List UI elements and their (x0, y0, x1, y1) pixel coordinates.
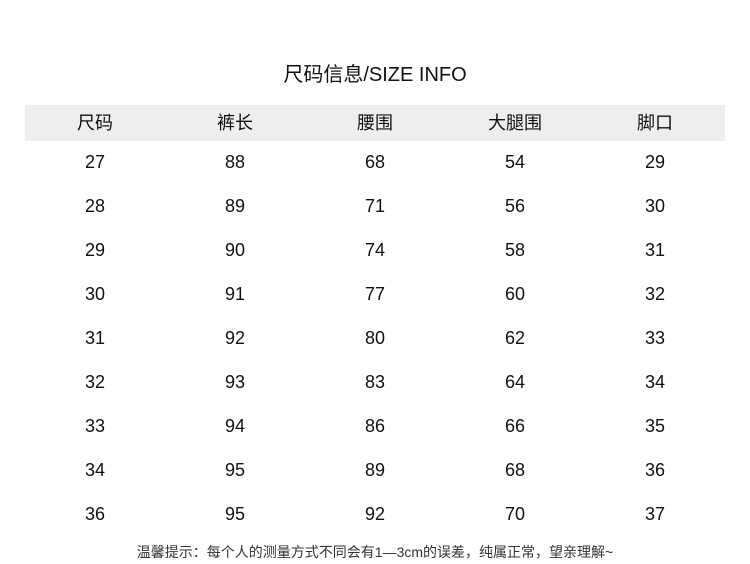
table-row: 36 95 92 70 37 (25, 493, 725, 537)
table-row: 31 92 80 62 33 (25, 317, 725, 361)
table-cell: 37 (644, 504, 666, 524)
table-cell: 54 (504, 152, 526, 172)
table-cell: 74 (364, 240, 386, 260)
table-cell: 34 (84, 460, 106, 480)
table-cell: 36 (84, 504, 106, 524)
table-cell: 89 (224, 196, 246, 216)
table-cell: 31 (644, 240, 666, 260)
header-hem: 脚口 (637, 113, 673, 133)
table-cell: 95 (224, 504, 246, 524)
table-cell: 27 (84, 152, 106, 172)
table-cell: 88 (224, 152, 246, 172)
table-cell: 30 (84, 284, 106, 304)
table-cell: 90 (224, 240, 246, 260)
size-note: 温馨提示：每个人的测量方式不同会有1—3cm的误差，纯属正常，望亲理解~ (136, 544, 614, 560)
table-cell: 66 (504, 416, 526, 436)
table-cell: 86 (364, 416, 386, 436)
table-cell: 68 (504, 460, 526, 480)
table-cell: 95 (224, 460, 246, 480)
table-cell: 91 (224, 284, 246, 304)
table-cell: 28 (84, 196, 106, 216)
table-cell: 92 (224, 328, 246, 348)
table-cell: 56 (504, 196, 526, 216)
table-cell: 35 (644, 416, 666, 436)
table-cell: 68 (364, 152, 386, 172)
table-cell: 64 (504, 372, 526, 392)
table-cell: 93 (224, 372, 246, 392)
header-length: 裤长 (217, 113, 253, 133)
table-cell: 83 (364, 372, 386, 392)
table-cell: 71 (364, 196, 386, 216)
header-waist: 腰围 (357, 113, 393, 133)
table-cell: 33 (644, 328, 666, 348)
table-cell: 32 (84, 372, 106, 392)
table-body: 27 88 68 54 29 28 89 71 56 30 29 90 74 58 31 30 91 77 60 32… (25, 141, 725, 537)
table-row: 32 93 83 64 34 (25, 361, 725, 405)
table-cell: 62 (504, 328, 526, 348)
table-cell: 77 (364, 284, 386, 304)
table-cell: 34 (644, 372, 666, 392)
table-row: 30 91 77 60 32 (25, 273, 725, 317)
page-title: 尺码信息/SIZE INFO (283, 64, 467, 86)
table-cell: 70 (504, 504, 526, 524)
table-cell: 30 (644, 196, 666, 216)
table-cell: 94 (224, 416, 246, 436)
table-cell: 31 (84, 328, 106, 348)
table-cell: 33 (84, 416, 106, 436)
table-cell: 29 (644, 152, 666, 172)
table-cell: 58 (504, 240, 526, 260)
table-cell: 89 (364, 460, 386, 480)
table-cell: 92 (364, 504, 386, 524)
table-cell: 29 (84, 240, 106, 260)
table-cell: 60 (504, 284, 526, 304)
table-row: 34 95 89 68 36 (25, 449, 725, 493)
header-thigh: 大腿围 (488, 113, 542, 133)
header-size: 尺码 (77, 113, 113, 133)
table-cell: 32 (644, 284, 666, 304)
table-row: 29 90 74 58 31 (25, 229, 725, 273)
table-row: 28 89 71 56 30 (25, 185, 725, 229)
table-cell: 80 (364, 328, 386, 348)
table-row: 33 94 86 66 35 (25, 405, 725, 449)
table-header: 尺码 裤长 腰围 大腿围 脚口 (25, 105, 725, 141)
table-cell: 36 (644, 460, 666, 480)
table-row: 27 88 68 54 29 (25, 141, 725, 185)
